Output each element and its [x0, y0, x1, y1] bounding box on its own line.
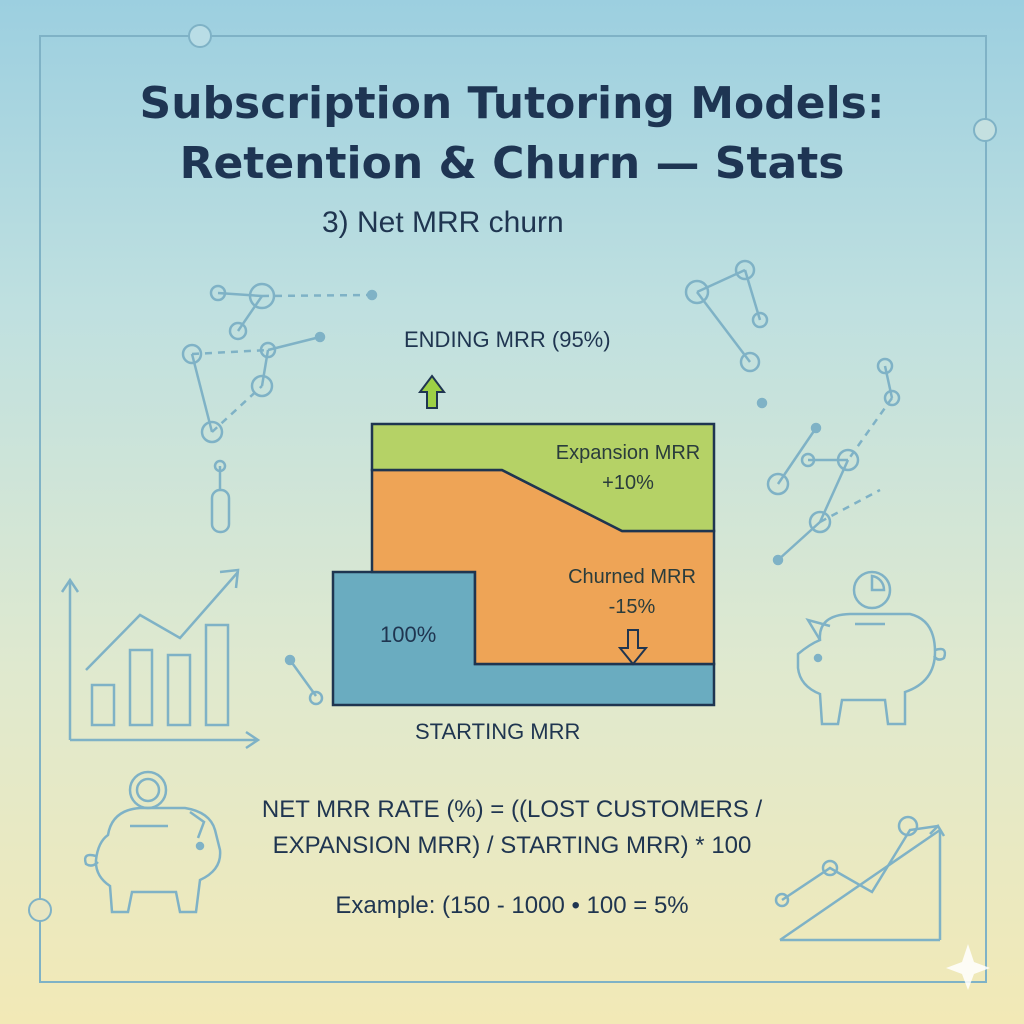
- churned-mrr-label: Churned MRR: [568, 566, 696, 588]
- churned-mrr-text: Churned MRR -15%: [552, 562, 712, 622]
- starting-mrr-label: STARTING MRR: [415, 719, 581, 744]
- ending-mrr-label: ENDING MRR (95%): [404, 327, 611, 352]
- expansion-mrr-label: Expansion MRR: [555, 442, 701, 464]
- line-chart-icon: [774, 815, 946, 942]
- bar-chart-trend-icon: [60, 568, 324, 750]
- network-graph-icon: [684, 259, 901, 566]
- starting-mrr-percent: 100%: [380, 622, 437, 647]
- formula-line-1: NET MRR RATE (%) = ((LOST CUSTOMERS /: [261, 796, 763, 823]
- piggy-bank-icon: [796, 570, 947, 726]
- frame-border: [28, 24, 997, 983]
- piggy-bank-icon: [83, 770, 222, 914]
- example-calculation: Example: (150 - 1000 • 100 = 5%: [335, 892, 689, 919]
- sparkle-icon: [946, 944, 990, 990]
- formula-line-2: EXPANSION MRR) / STARTING MRR) * 100: [272, 832, 752, 859]
- network-graph-icon: [181, 282, 378, 534]
- subtitle: 3) Net MRR churn: [322, 206, 564, 239]
- expansion-mrr-value: +10%: [602, 472, 654, 494]
- title-line-1: Subscription Tutoring Models:: [139, 78, 885, 129]
- formula: NET MRR RATE (%) = ((LOST CUSTOMERS / EX…: [0, 792, 1024, 864]
- churned-mrr-value: -15%: [608, 596, 656, 618]
- title-line-2: Retention & Churn — Stats: [179, 138, 845, 189]
- expansion-mrr-text: Expansion MRR +10%: [540, 438, 716, 498]
